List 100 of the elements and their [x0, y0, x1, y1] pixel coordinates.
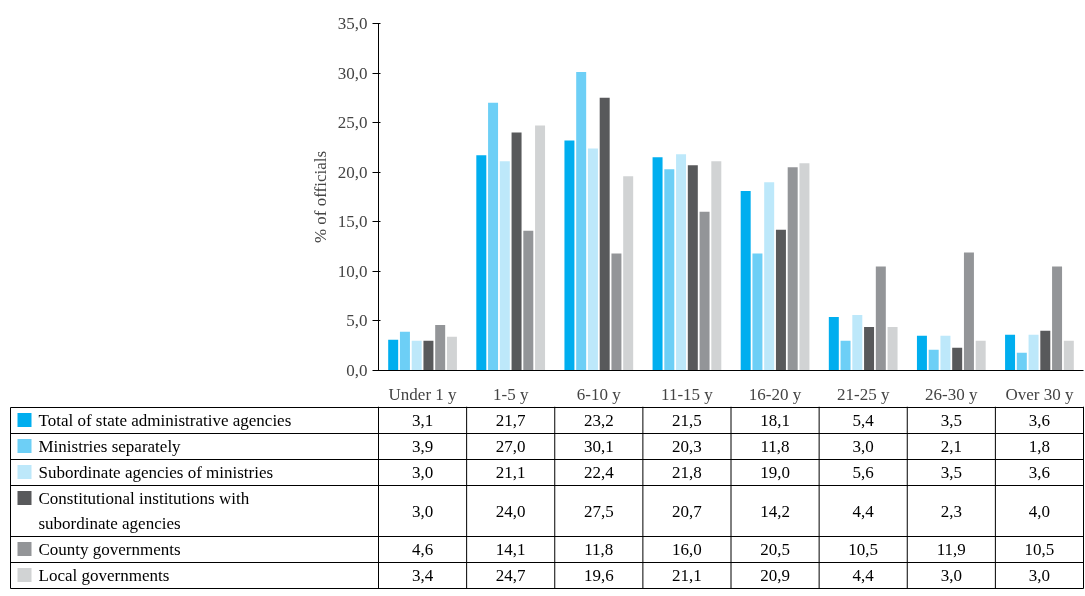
bar — [388, 339, 399, 371]
data-label: 21,8 — [672, 463, 702, 482]
bar — [711, 161, 722, 371]
bar — [752, 253, 763, 371]
data-label: 27,5 — [583, 501, 614, 521]
bar — [564, 140, 575, 371]
bar — [787, 167, 798, 371]
legend-label: Subordinate agencies of ministries — [38, 462, 274, 482]
data-label: 20,9 — [760, 566, 790, 585]
bar — [916, 335, 927, 371]
bar — [476, 155, 487, 371]
data-label: 3,6 — [1028, 463, 1051, 482]
bar — [511, 132, 522, 371]
bar — [599, 97, 610, 371]
bar — [611, 253, 622, 371]
bar — [940, 335, 951, 371]
bar — [687, 165, 698, 371]
bar — [864, 326, 875, 371]
data-label: 4,0 — [1028, 501, 1051, 521]
y-tick-label: 30,0 — [337, 63, 368, 83]
bar — [828, 316, 839, 371]
data-label: 3,0 — [411, 501, 434, 521]
bar — [764, 182, 775, 371]
data-label: 2,1 — [940, 437, 962, 456]
data-label: 3,5 — [940, 411, 962, 430]
data-label: 4,6 — [411, 540, 434, 559]
x-tick-label: 1-5 y — [492, 384, 529, 404]
bar — [699, 211, 710, 371]
bar — [775, 229, 786, 371]
data-label: 18,1 — [760, 411, 790, 430]
data-label: 21,7 — [495, 411, 527, 430]
bar — [1028, 334, 1039, 371]
data-label: 24,7 — [495, 566, 527, 585]
data-label: 20,3 — [672, 437, 702, 456]
data-label: 2,3 — [940, 501, 962, 521]
bar — [952, 347, 963, 371]
bar — [676, 154, 687, 371]
bar — [928, 349, 939, 371]
bar — [1040, 330, 1051, 371]
bar — [1052, 266, 1063, 371]
data-label: 16,0 — [672, 540, 702, 559]
legend-label: County governments — [38, 539, 181, 559]
bar — [887, 326, 898, 371]
bar — [740, 191, 751, 371]
data-label: 22,4 — [583, 463, 615, 482]
data-label: 24,0 — [495, 501, 526, 521]
x-tick-label: 21-25 y — [836, 384, 890, 404]
data-label: 19,6 — [583, 566, 614, 585]
bar — [664, 169, 675, 371]
data-label: 19,0 — [760, 463, 790, 482]
x-tick-label: 11-15 y — [661, 384, 714, 404]
bar — [875, 266, 886, 371]
data-label: 1,8 — [1028, 437, 1051, 456]
y-tick-label: 0,0 — [346, 361, 368, 380]
bar — [975, 340, 986, 371]
y-axis-title: % of officials — [310, 150, 330, 244]
bar — [652, 157, 663, 371]
x-tick-label: 26-30 y — [925, 384, 979, 404]
legend-label: Total of state administrative agencies — [38, 410, 292, 430]
x-tick-label: 6-10 y — [576, 384, 622, 404]
bar — [411, 340, 422, 371]
x-tick-label: 16-20 y — [748, 384, 802, 404]
bar — [423, 340, 434, 371]
data-label: 14,2 — [760, 501, 790, 521]
data-label: 5,4 — [852, 411, 875, 430]
data-label: 4,4 — [852, 566, 875, 585]
data-label: 21,1 — [495, 463, 526, 482]
data-label: 5,6 — [852, 463, 874, 482]
x-tick-label: Over 30 y — [1005, 384, 1074, 404]
bar — [399, 331, 410, 371]
data-label: 3,0 — [852, 437, 874, 456]
bar — [435, 324, 446, 371]
bar — [623, 176, 634, 371]
legend-label: Local governments — [38, 565, 170, 585]
bar — [587, 148, 598, 371]
y-tick-label: 10,0 — [337, 261, 368, 281]
data-label: 21,5 — [672, 411, 702, 430]
data-label: 4,4 — [852, 501, 875, 521]
data-label: 3,6 — [1028, 411, 1051, 430]
data-label: 11,9 — [936, 540, 966, 559]
legend-label: Ministries separately — [38, 436, 182, 456]
y-tick-label: 5,0 — [346, 311, 368, 331]
bar — [840, 340, 851, 371]
bar — [1016, 352, 1027, 371]
data-label: 3,5 — [940, 463, 962, 482]
bar — [1005, 334, 1016, 371]
data-label: 11,8 — [584, 540, 614, 559]
data-label: 21,1 — [672, 566, 702, 585]
data-label: 3,1 — [411, 411, 434, 430]
bar — [852, 314, 863, 371]
data-label: 3,4 — [411, 566, 434, 585]
data-label: 23,2 — [583, 411, 614, 430]
y-tick-label: 15,0 — [337, 212, 368, 232]
data-label: 20,7 — [672, 501, 703, 521]
data-label: 10,5 — [848, 540, 879, 559]
bar — [963, 252, 974, 371]
y-tick-label: 35,0 — [337, 14, 368, 33]
data-label: 14,1 — [495, 540, 526, 559]
data-label: 11,8 — [760, 437, 790, 456]
bar — [535, 125, 546, 371]
